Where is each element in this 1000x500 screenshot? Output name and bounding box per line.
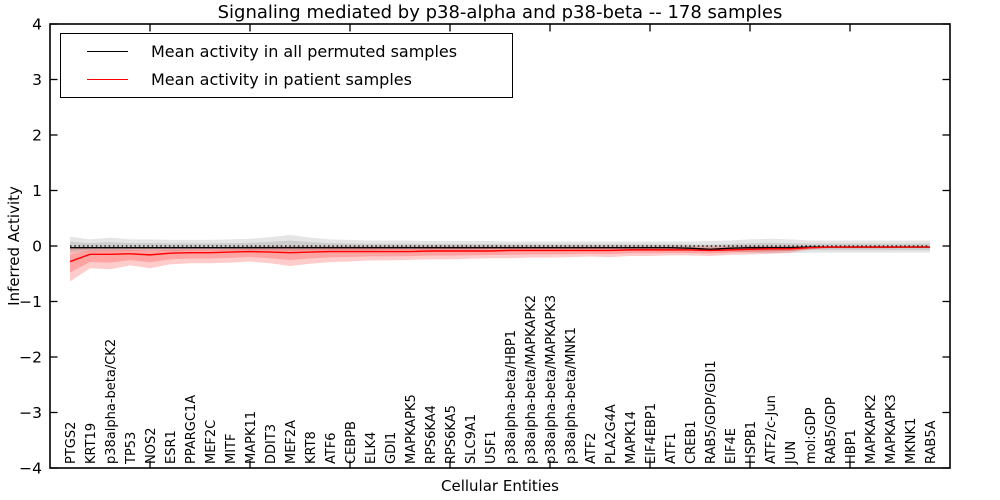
y-tick-label: −2	[19, 349, 42, 367]
x-category-label: MAPK14	[624, 411, 639, 464]
chart-title: Signaling mediated by p38-alpha and p38-…	[217, 2, 783, 23]
x-category-label: MAPKAPK3	[884, 394, 899, 464]
x-category-label: DDIT3	[264, 424, 279, 464]
permuted-mean-line	[70, 246, 930, 251]
x-category-label: PLA2G4A	[604, 404, 619, 464]
x-category-label: GDI1	[384, 432, 399, 464]
y-tick-label: −3	[19, 404, 42, 422]
x-category-label: MEF2A	[284, 420, 299, 464]
x-category-label: SLC9A1	[464, 414, 479, 464]
y-tick-label: −4	[19, 460, 42, 478]
x-category-label: CREB1	[684, 420, 699, 464]
x-category-label: HSPB1	[744, 421, 759, 464]
x-category-label: MAPKAPK2	[864, 394, 879, 464]
x-category-label: ESR1	[164, 430, 179, 464]
legend-line-sample-permuted	[87, 50, 128, 52]
x-category-label: RPS6KA4	[424, 405, 439, 464]
x-category-label: TP53	[124, 432, 139, 465]
x-category-label: RPS6KA5	[444, 405, 459, 464]
legend-line-sample-patient	[87, 78, 128, 80]
x-category-label: MAPK11	[244, 411, 259, 464]
patient-mean-line	[69, 246, 930, 263]
y-tick-label: 1	[32, 182, 42, 200]
y-tick-label: 0	[32, 238, 42, 256]
legend-label-patient: Mean activity in patient samples	[151, 69, 412, 89]
x-category-label: MITF	[224, 434, 239, 464]
x-category-label: MAPKAPK5	[404, 394, 419, 464]
x-category-label: mol:GDP	[804, 407, 819, 464]
x-category-label: CEBPB	[344, 421, 359, 464]
x-category-label: HBP1	[844, 429, 859, 464]
legend: Mean activity in all permuted samples Me…	[60, 33, 513, 98]
x-category-label: p38alpha-beta/MAPKAPK3	[544, 295, 559, 464]
x-category-label: p38alpha-beta/MAPKAPK2	[524, 295, 539, 464]
y-axis-label: Inferred Activity	[5, 186, 23, 306]
x-category-label: JUN	[784, 441, 799, 465]
x-category-label: NOS2	[144, 428, 159, 464]
x-category-label: p38alpha-beta/HBP1	[504, 330, 519, 464]
legend-label-permuted: Mean activity in all permuted samples	[151, 41, 458, 61]
y-tick-label: 4	[32, 16, 42, 34]
x-category-label: PTGS2	[64, 422, 79, 464]
x-category-label: ELK4	[364, 432, 379, 464]
x-category-label: PPARGC1A	[184, 395, 199, 464]
patient-band-outer	[70, 246, 930, 282]
y-tick-label: −1	[19, 293, 42, 311]
x-category-label: MKNK1	[904, 418, 919, 464]
x-category-label: MEF2C	[204, 420, 219, 464]
x-category-label: RAB5/GDP/GDI1	[704, 361, 719, 464]
y-tick-label: 2	[32, 127, 42, 145]
x-axis-label: Cellular Entities	[441, 477, 559, 495]
x-category-label: EIF4EBP1	[644, 403, 659, 464]
x-category-label: EIF4E	[724, 428, 739, 464]
x-category-label: RAB5A	[924, 420, 939, 464]
x-category-label: p38alpha-beta/MNK1	[564, 327, 579, 464]
x-category-label: ATF2	[584, 432, 599, 464]
x-category-label: RAB5/GDP	[824, 397, 839, 464]
x-category-label: USF1	[484, 430, 499, 464]
x-category-label: KRT19	[84, 423, 99, 464]
y-tick-label: 3	[32, 71, 42, 89]
x-category-label: ATF2/c-Jun	[764, 395, 779, 464]
x-category-label: ATF6	[324, 432, 339, 464]
x-category-label: p38alpha-beta/CK2	[104, 339, 119, 464]
patient-band-inner	[70, 246, 930, 273]
legend-item-permuted: Mean activity in all permuted samples	[61, 37, 512, 65]
legend-item-patient: Mean activity in patient samples	[61, 65, 512, 93]
x-category-label: ATF1	[664, 432, 679, 464]
x-category-label: KRT8	[304, 431, 319, 464]
